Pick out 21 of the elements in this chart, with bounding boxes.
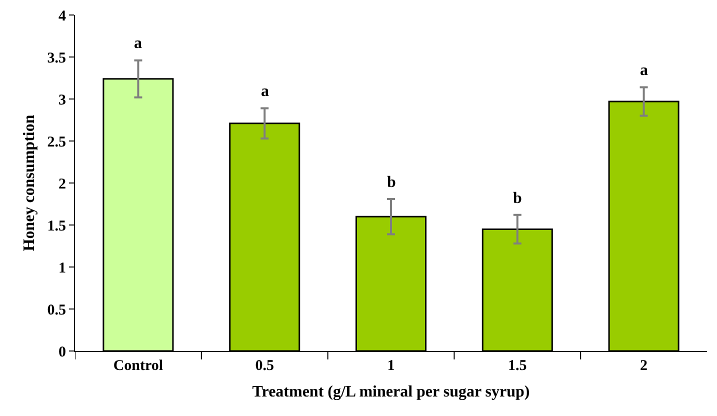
y-tick-label: 0 [58, 344, 66, 360]
y-axis-title: Honey consumption [21, 114, 38, 252]
y-tick-label: 1 [58, 260, 66, 276]
annotation: a [261, 83, 269, 100]
x-tick-label: 2 [640, 358, 648, 374]
x-tick-label: Control [113, 358, 164, 374]
y-tick-label: 1.5 [47, 218, 66, 234]
x-tick-label: 0.5 [255, 358, 274, 374]
x-axis-title: Treatment (g/L mineral per sugar syrup) [252, 384, 530, 401]
annotation: a [134, 35, 142, 52]
annotation: b [513, 190, 522, 207]
y-tick-label: 2.5 [47, 134, 66, 150]
x-tick-label: 1.5 [508, 358, 527, 374]
x-tick-label: 1 [387, 358, 395, 374]
y-tick-label: 4 [58, 8, 66, 24]
y-tick-label: 0.5 [47, 302, 66, 318]
annotation: a [640, 62, 648, 79]
y-tick-label: 2 [58, 176, 66, 192]
y-tick-label: 3 [58, 92, 66, 108]
annotation: b [387, 174, 396, 191]
y-tick-label: 3.5 [47, 50, 66, 66]
